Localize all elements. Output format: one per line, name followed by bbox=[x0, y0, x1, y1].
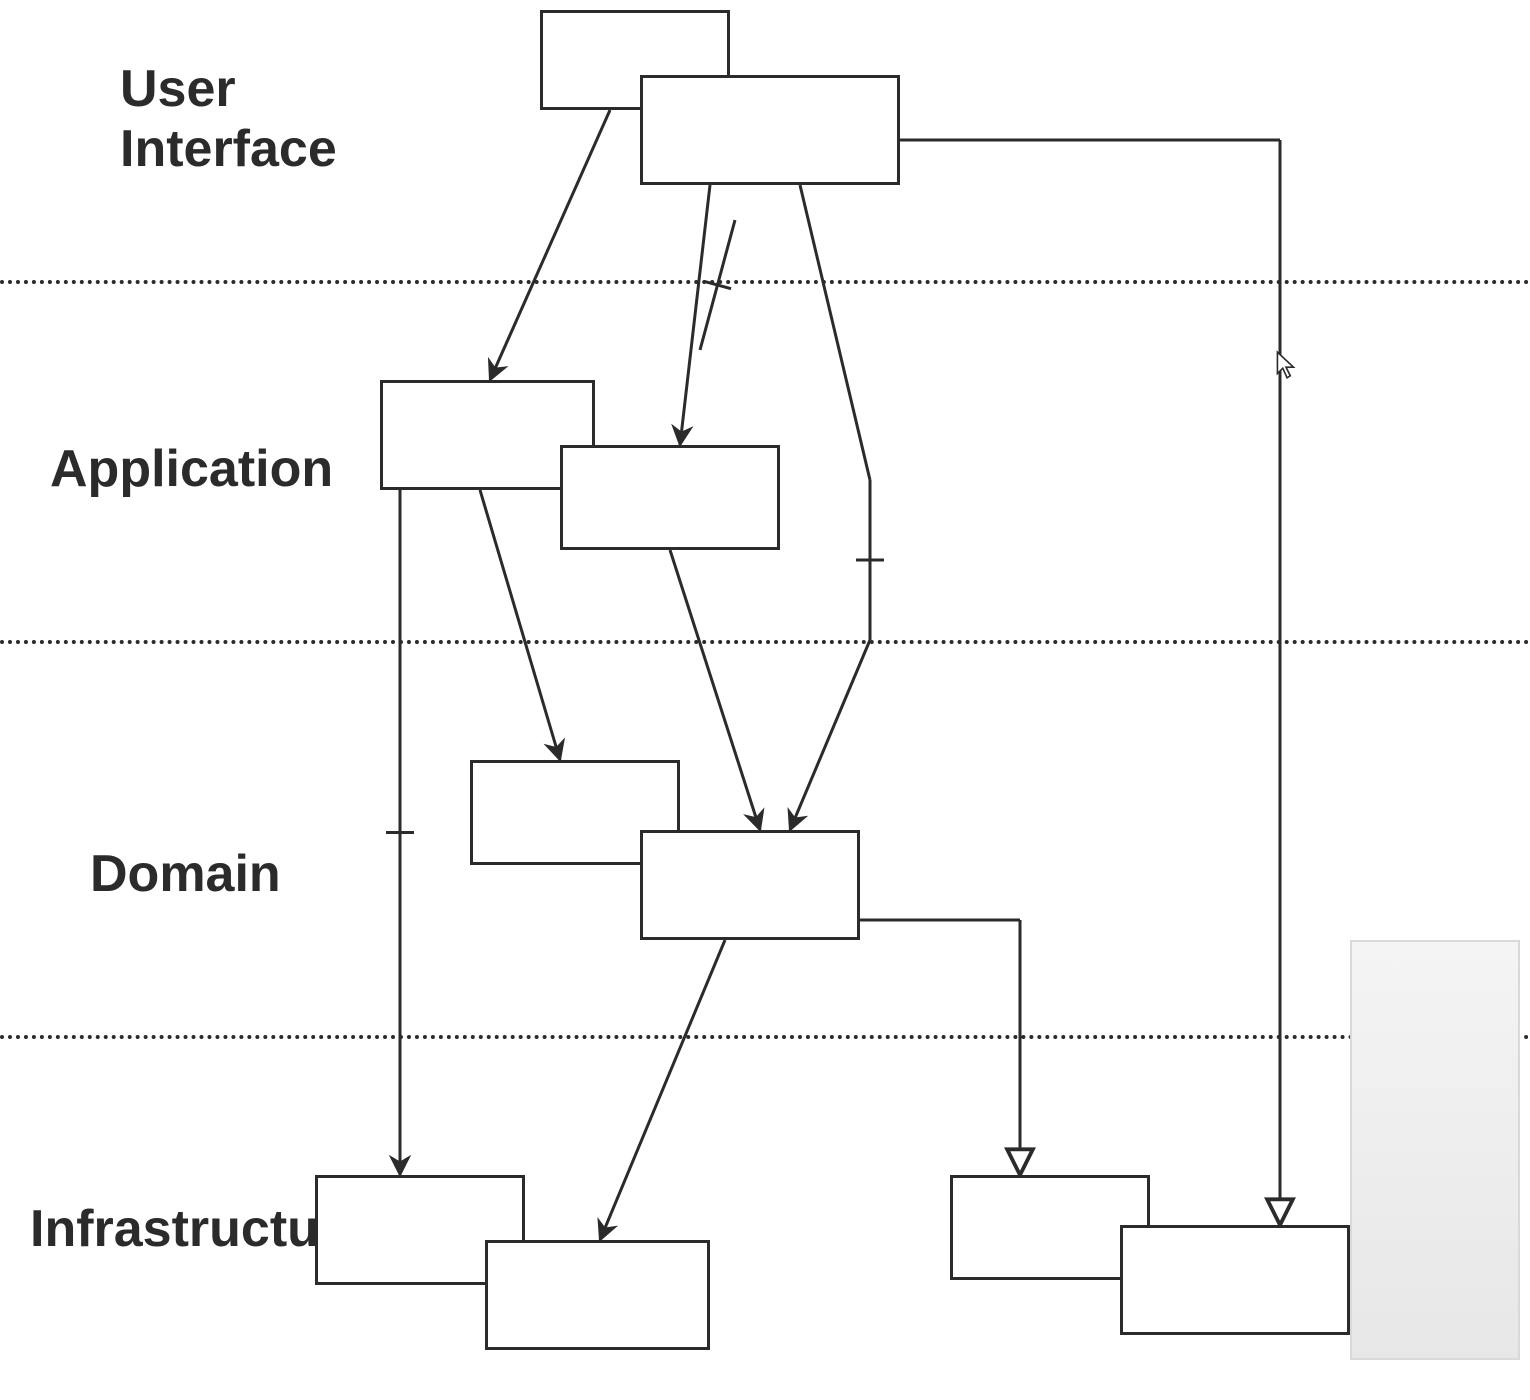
layer-label-application: Application bbox=[50, 440, 333, 500]
node-dom2 bbox=[640, 830, 860, 940]
layer-label-ui: UserInterface bbox=[120, 60, 337, 180]
layer-label-domain: Domain bbox=[90, 845, 281, 905]
node-inf2 bbox=[485, 1240, 710, 1350]
layer-divider bbox=[0, 1035, 1530, 1039]
node-inf4 bbox=[1120, 1225, 1350, 1335]
layer-divider bbox=[0, 640, 1530, 644]
node-app2 bbox=[560, 445, 780, 550]
edges-layer bbox=[0, 0, 1530, 1400]
cursor-icon bbox=[1275, 350, 1297, 380]
layer-divider bbox=[0, 280, 1530, 284]
node-ui2 bbox=[640, 75, 900, 185]
layered-architecture-diagram: UserInterface Application Domain Infrast… bbox=[0, 0, 1530, 1400]
thumbnail-panel bbox=[1350, 940, 1520, 1360]
